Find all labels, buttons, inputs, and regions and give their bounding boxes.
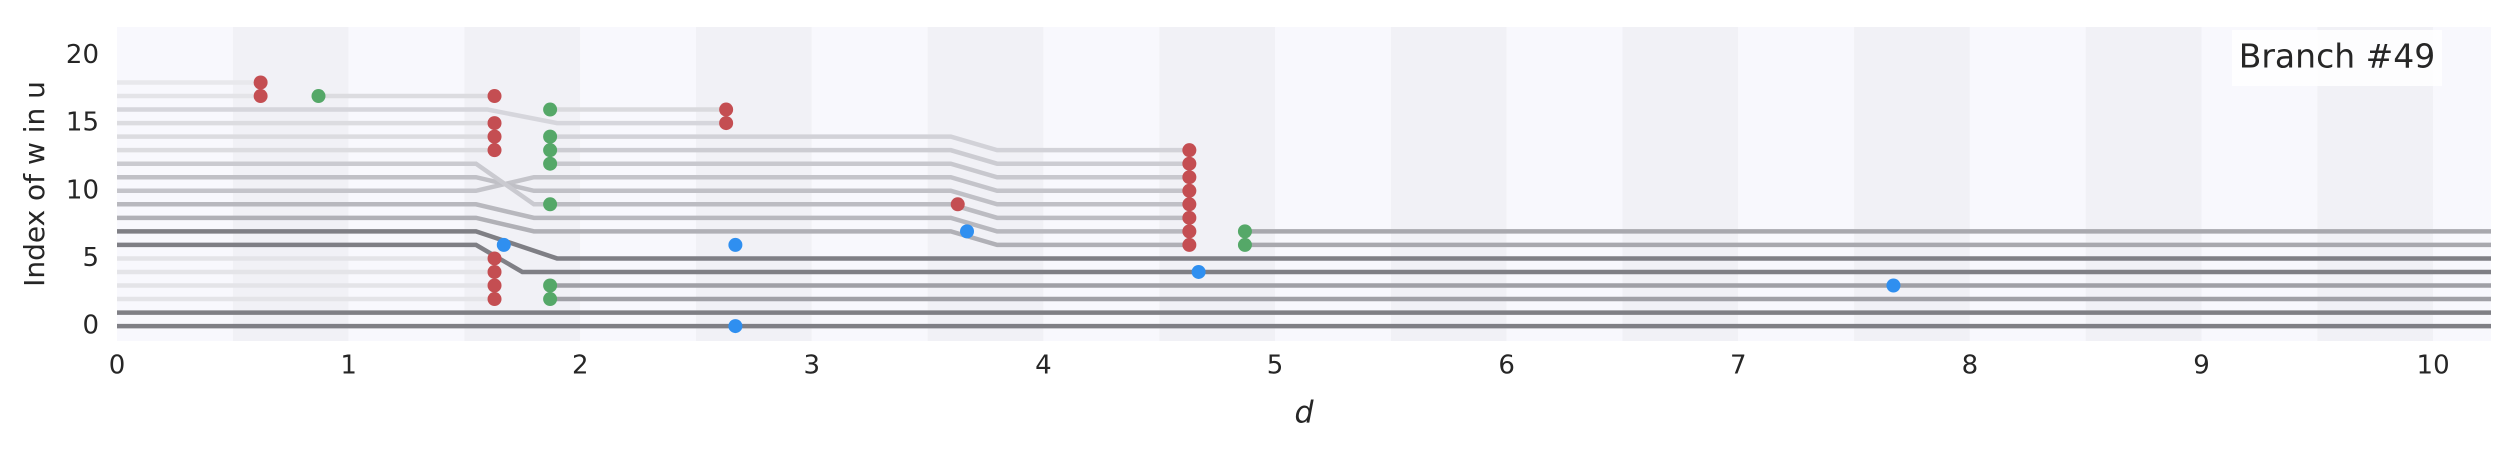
branch-line (117, 174, 1190, 207)
point (487, 292, 502, 307)
point (253, 75, 268, 90)
x-tick-label: 2 (572, 351, 589, 381)
branch-line (117, 107, 727, 126)
band (1506, 27, 1623, 341)
band (1275, 27, 1391, 341)
band (1390, 27, 1507, 341)
annotation: Branch #49 (2239, 37, 2436, 76)
y-tick-label: 10 (66, 175, 99, 205)
point (1182, 237, 1197, 252)
point (487, 278, 502, 293)
band (1622, 27, 1739, 341)
x-tick-label: 9 (2193, 351, 2210, 381)
branch-line (117, 229, 2491, 261)
x-tick-label: 5 (1267, 351, 1284, 381)
point (719, 116, 734, 131)
band (117, 27, 233, 341)
band (927, 27, 1044, 341)
branch-line (550, 161, 1190, 180)
y-axis-label: Index of w in u (18, 81, 51, 287)
band (1043, 27, 1160, 341)
branch-line (550, 134, 1190, 153)
band (2085, 27, 2202, 341)
lines (117, 80, 2491, 329)
point (1182, 156, 1197, 171)
point (543, 143, 558, 158)
branch-line (550, 147, 1190, 166)
point (1237, 237, 1252, 252)
band (696, 27, 812, 341)
point (1182, 197, 1197, 212)
point (950, 197, 965, 212)
point (487, 143, 502, 158)
band (1854, 27, 1970, 341)
x-tick-label: 8 (1962, 351, 1979, 381)
band (1969, 27, 2086, 341)
x-tick-label: 1 (340, 351, 357, 381)
x-tick-label: 7 (1730, 351, 1747, 381)
y-tick-label: 5 (82, 243, 99, 273)
y-tick-label: 20 (66, 40, 99, 70)
point (487, 116, 502, 131)
point (1182, 143, 1197, 158)
x-tick-label: 0 (109, 351, 126, 381)
ticks: 0 1 2 3 4 5 6 7 8 9 10 0 5 10 15 20 (66, 40, 2450, 381)
point (543, 278, 558, 293)
point (960, 224, 975, 239)
branch-line (117, 202, 1190, 234)
point (728, 237, 743, 252)
band (1159, 27, 1276, 341)
annotation-box (2232, 30, 2442, 86)
point (543, 197, 558, 212)
x-tick-label: 6 (1498, 351, 1515, 381)
point (1182, 170, 1197, 185)
point (487, 89, 502, 104)
branch-line (117, 174, 1190, 194)
x-tick-label: 4 (1035, 351, 1052, 381)
band (811, 27, 928, 341)
point (1182, 210, 1197, 225)
band (348, 27, 465, 341)
x-tick-label: 3 (804, 351, 821, 381)
point (487, 129, 502, 144)
band (232, 27, 349, 341)
y-tick-label: 15 (66, 108, 99, 138)
point (543, 292, 558, 307)
points (253, 75, 1901, 334)
point (543, 102, 558, 117)
branch-line (117, 215, 1190, 248)
point (1182, 183, 1197, 198)
point (543, 129, 558, 144)
point (496, 237, 511, 252)
point (1886, 278, 1901, 293)
band (580, 27, 697, 341)
point (311, 89, 326, 104)
point (253, 89, 268, 104)
band (1738, 27, 1855, 341)
point (719, 102, 734, 117)
point (1237, 224, 1252, 239)
point (543, 156, 558, 171)
x-tick-label: 10 (2417, 351, 2450, 381)
point (1191, 264, 1206, 279)
band (2433, 27, 2491, 341)
x-axis-label: d (1294, 396, 1314, 431)
branch-line (550, 202, 1190, 221)
branch-line (117, 161, 551, 207)
point (1182, 224, 1197, 239)
band (464, 27, 581, 341)
y-tick-label: 0 (82, 311, 99, 341)
point (487, 251, 502, 266)
point (728, 319, 743, 334)
point (487, 264, 502, 279)
plot-background (117, 27, 2491, 341)
